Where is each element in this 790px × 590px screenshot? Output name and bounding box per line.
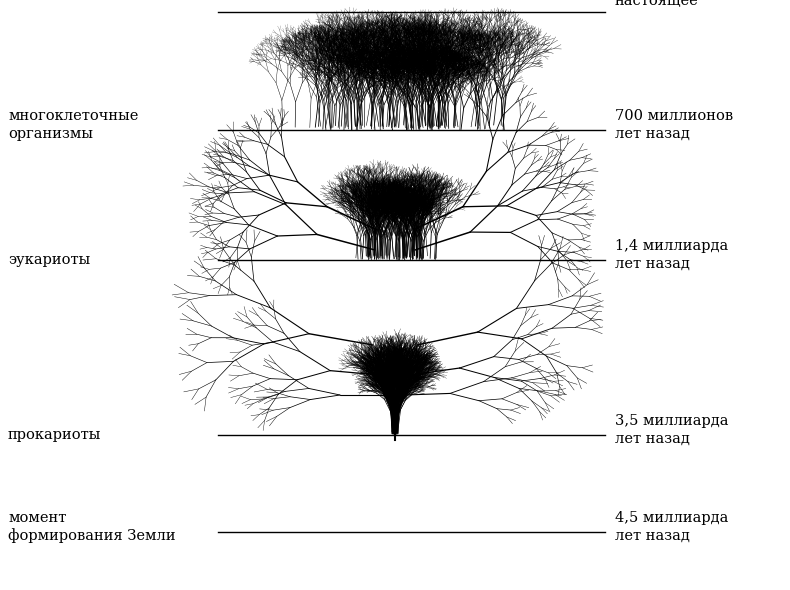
Text: прокариоты: прокариоты (8, 428, 101, 442)
Text: 4,5 миллиарда
лет назад: 4,5 миллиарда лет назад (615, 512, 728, 543)
Text: 1,4 миллиарда
лет назад: 1,4 миллиарда лет назад (615, 240, 728, 271)
Text: настоящее: настоящее (615, 0, 698, 8)
Text: момент
формирования Земли: момент формирования Земли (8, 511, 175, 543)
Text: многоклеточные
организмы: многоклеточные организмы (8, 109, 138, 140)
Text: эукариоты: эукариоты (8, 253, 90, 267)
Text: 700 миллионов
лет назад: 700 миллионов лет назад (615, 109, 733, 140)
Text: 3,5 миллиарда
лет назад: 3,5 миллиарда лет назад (615, 414, 728, 445)
